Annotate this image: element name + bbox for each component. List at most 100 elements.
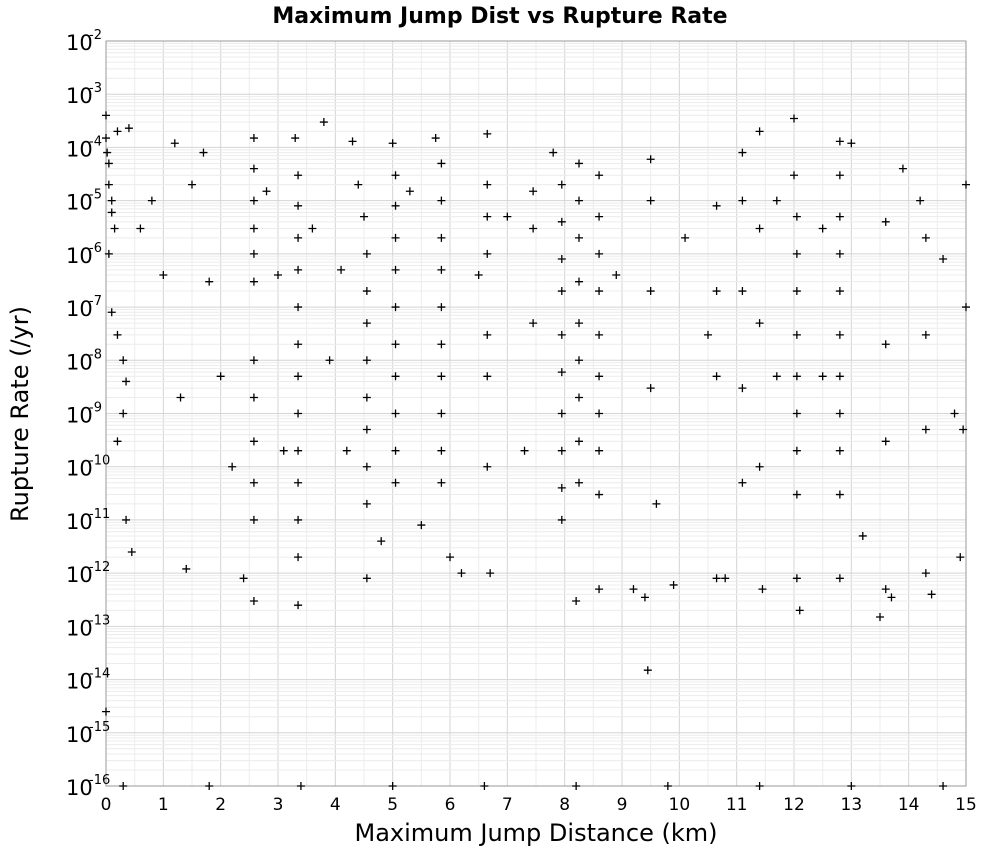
data-point — [575, 393, 583, 402]
y-tick-exponent: -10 — [89, 454, 110, 469]
data-point — [557, 330, 566, 339]
y-tick-exponent: -9 — [89, 401, 102, 416]
data-point — [921, 330, 930, 339]
x-tick-label: 10 — [669, 795, 691, 815]
x-tick-label: 5 — [387, 795, 398, 815]
data-point — [205, 277, 214, 286]
data-point — [188, 180, 196, 189]
data-point — [483, 249, 492, 258]
data-point — [962, 180, 970, 189]
data-point — [325, 356, 334, 365]
data-point — [362, 287, 371, 296]
data-point — [557, 446, 566, 455]
data-point — [557, 368, 566, 377]
data-point — [557, 180, 566, 189]
data-point — [136, 224, 145, 233]
data-point — [249, 249, 258, 258]
data-point — [646, 384, 655, 393]
data-point — [557, 287, 566, 296]
data-point — [417, 521, 426, 530]
data-point — [249, 515, 258, 524]
data-point — [113, 330, 122, 339]
data-point — [107, 308, 116, 317]
data-point — [104, 249, 113, 258]
data-point — [835, 490, 844, 499]
data-point — [249, 356, 258, 365]
x-tick-label: 7 — [502, 795, 513, 815]
data-point — [575, 277, 583, 286]
data-point — [362, 319, 371, 328]
y-axis-ticks: 10-210-310-410-510-610-710-810-910-1010-… — [66, 28, 110, 800]
y-tick-exponent: -11 — [89, 507, 110, 522]
data-point — [595, 372, 604, 381]
data-point — [457, 569, 466, 578]
data-point — [835, 212, 844, 221]
data-point — [956, 553, 965, 562]
data-point — [119, 409, 128, 418]
y-tick-label: 10 — [66, 563, 93, 587]
data-point — [595, 330, 604, 339]
data-point — [483, 462, 492, 471]
data-point — [572, 596, 581, 605]
x-axis-label: Maximum Jump Distance (km) — [355, 819, 718, 847]
data-point — [291, 134, 300, 143]
data-point — [294, 372, 303, 381]
data-point — [308, 224, 317, 233]
data-point — [738, 196, 747, 205]
data-point — [483, 212, 492, 221]
data-point — [405, 187, 414, 196]
y-tick-label: 10 — [66, 404, 93, 428]
data-point — [835, 574, 844, 583]
data-point — [391, 171, 400, 180]
y-tick-exponent: -2 — [89, 28, 102, 43]
data-point — [228, 462, 237, 471]
data-point — [835, 330, 844, 339]
data-point — [294, 303, 303, 312]
data-point — [595, 171, 604, 180]
y-tick-exponent: -16 — [89, 773, 110, 788]
data-point — [595, 585, 604, 594]
x-tick-label: 15 — [955, 795, 977, 815]
data-point — [595, 287, 604, 296]
data-point — [755, 127, 764, 136]
data-point — [738, 384, 747, 393]
y-tick-exponent: -3 — [89, 81, 102, 96]
data-point — [898, 164, 907, 173]
plot-area — [105, 40, 967, 787]
data-point — [612, 271, 621, 280]
data-point — [927, 590, 936, 599]
data-point — [881, 217, 890, 226]
data-point — [792, 574, 801, 583]
data-point — [205, 782, 214, 790]
data-point — [342, 446, 351, 455]
data-point — [738, 287, 747, 296]
x-tick-label: 3 — [273, 795, 284, 815]
data-point — [107, 208, 116, 217]
data-point — [391, 233, 400, 242]
data-point — [431, 134, 440, 143]
data-point — [437, 265, 446, 274]
data-point — [881, 340, 890, 349]
data-point — [835, 249, 844, 258]
data-point — [792, 287, 801, 296]
y-tick-label: 10 — [66, 297, 93, 321]
y-tick-exponent: -5 — [89, 188, 102, 203]
data-point — [362, 356, 371, 365]
data-point — [437, 340, 446, 349]
data-point — [887, 593, 896, 602]
data-point — [876, 612, 884, 621]
data-point — [391, 303, 400, 312]
x-tick-label: 0 — [101, 795, 112, 815]
x-tick-label: 13 — [841, 795, 863, 815]
data-point — [792, 372, 801, 381]
data-point — [483, 180, 492, 189]
data-point — [249, 224, 258, 233]
data-point — [127, 547, 136, 556]
data-point — [182, 564, 191, 573]
data-point — [950, 409, 959, 418]
data-point — [549, 148, 558, 157]
data-point — [437, 303, 446, 312]
data-point — [755, 224, 764, 233]
data-point — [113, 127, 122, 136]
data-point — [348, 137, 357, 146]
